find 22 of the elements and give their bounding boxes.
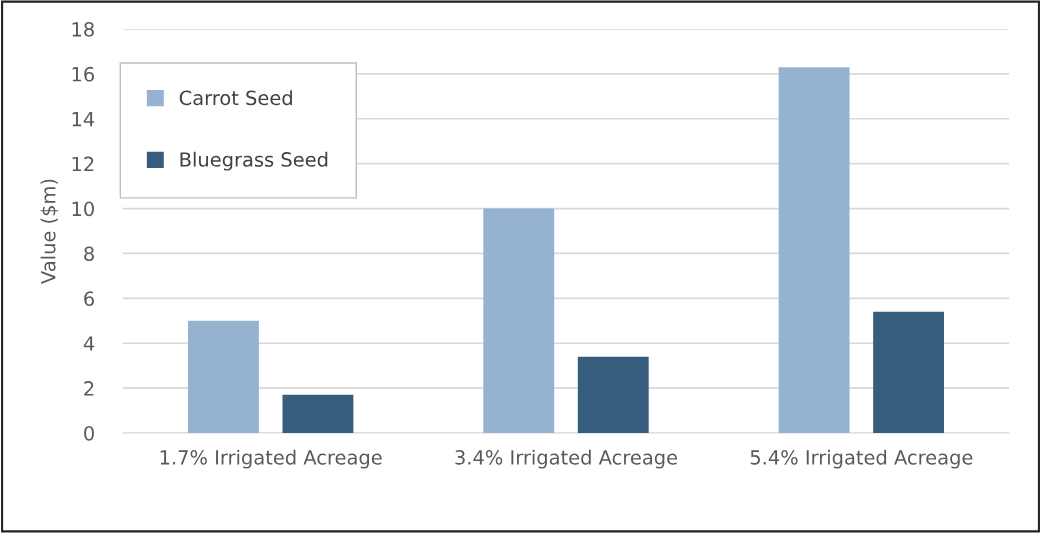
y-tick-label: 6 <box>84 291 94 306</box>
bar <box>577 356 649 433</box>
y-tick-label: 16 <box>72 66 94 82</box>
y-tick-label: 10 <box>72 201 94 217</box>
bar <box>778 67 850 433</box>
y-tick-label: 4 <box>83 336 95 351</box>
y-tick-label: 18 <box>72 21 94 37</box>
bar <box>282 394 354 433</box>
y-axis-title: Value ($m) <box>40 179 59 284</box>
bar <box>187 320 259 433</box>
bar <box>873 311 945 433</box>
y-tick-label: 12 <box>72 156 94 172</box>
bar <box>483 208 555 433</box>
x-tick-label: 3.4% Irrigated Acreage <box>455 449 678 469</box>
y-tick-label: 0 <box>84 425 94 441</box>
y-tick-label: 8 <box>84 246 94 262</box>
y-tick-label: 14 <box>72 111 95 127</box>
y-tick-label: 2 <box>84 381 94 396</box>
x-tick-label: 5.4% Irrigated Acreage <box>750 449 973 469</box>
legend-label: Bluegrass Seed <box>180 151 328 171</box>
x-tick-label: 1.7% Irrigated Acreage <box>160 449 382 469</box>
legend-label: Carrot Seed <box>179 90 292 106</box>
